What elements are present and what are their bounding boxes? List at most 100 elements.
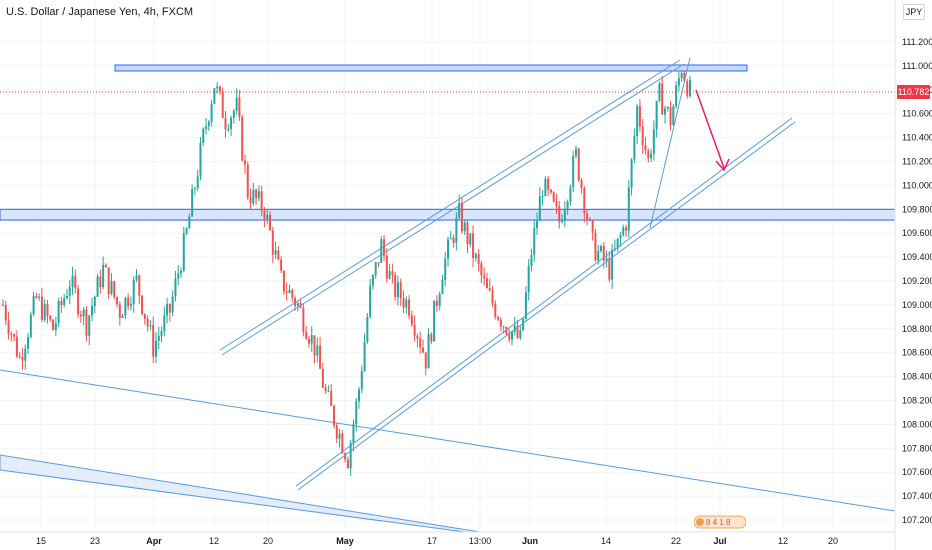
support-zone xyxy=(0,208,896,221)
candle-body xyxy=(152,325,155,357)
candle-body xyxy=(344,453,347,460)
candle-body xyxy=(13,334,16,337)
candle-body xyxy=(355,401,358,425)
y-tick-label: 107.600 xyxy=(902,467,932,477)
candle-body xyxy=(458,202,461,218)
candle-body xyxy=(177,273,180,279)
candle-body xyxy=(285,291,288,293)
candle-body xyxy=(510,331,513,340)
candle-body xyxy=(185,228,188,234)
candle-body xyxy=(680,72,683,79)
candle-body xyxy=(460,202,463,232)
candle-body xyxy=(224,117,227,130)
candle-body xyxy=(463,222,466,232)
candle-body xyxy=(508,334,511,340)
candle-body xyxy=(319,345,322,369)
candle-body xyxy=(658,83,661,101)
currency-button[interactable]: JPY xyxy=(903,4,925,20)
candle-body xyxy=(191,189,194,217)
candle-body xyxy=(141,295,144,314)
candle-body xyxy=(399,282,402,299)
candle-body xyxy=(402,298,405,308)
candle-body xyxy=(271,230,274,255)
candle-body xyxy=(193,188,196,190)
y-tick-label: 109.000 xyxy=(902,300,932,310)
x-tick-label: 12 xyxy=(209,536,219,546)
candle-body xyxy=(35,296,38,298)
candle-body xyxy=(79,314,82,317)
price-axis[interactable]: 111.200111.000110.800110.600110.400110.2… xyxy=(894,0,932,550)
chart-title: U.S. Dollar / Japanese Yen, 4h, FXCM xyxy=(6,6,194,18)
candle-body xyxy=(558,206,561,223)
candle-body xyxy=(246,164,249,198)
candle-body xyxy=(419,338,422,348)
candle-body xyxy=(524,292,527,319)
candle-body xyxy=(249,197,252,204)
steep-trend-line xyxy=(649,57,691,229)
candle-body xyxy=(60,300,63,306)
candle-body xyxy=(171,296,174,313)
candle-body xyxy=(363,341,366,372)
candle-body xyxy=(577,148,580,181)
candle-body xyxy=(338,433,341,439)
x-tick-label: 13:00 xyxy=(469,536,492,546)
candle-body xyxy=(358,389,361,402)
candle-body xyxy=(38,296,41,298)
candle-body xyxy=(135,275,138,280)
candle-body xyxy=(96,276,99,297)
candle-body xyxy=(485,278,488,289)
candle-body xyxy=(602,246,605,261)
y-tick-label: 109.400 xyxy=(902,252,932,262)
candle-body xyxy=(385,255,388,279)
x-tick-label: 23 xyxy=(90,536,100,546)
y-tick-label: 111.000 xyxy=(902,61,932,71)
candle-body xyxy=(241,116,244,161)
x-tick-label: Jun xyxy=(522,536,538,546)
candle-body xyxy=(180,270,183,274)
time-axis[interactable]: 15 23 Apr 12 20 May 17 13:00 Jun 14 22 Jul 12 20 xyxy=(0,531,895,546)
candle-body xyxy=(341,433,344,454)
candle-body xyxy=(235,97,238,111)
candle-body xyxy=(257,191,260,199)
candle-body xyxy=(561,220,564,223)
candle-body xyxy=(260,191,263,211)
candle-body xyxy=(547,178,550,190)
candle-body xyxy=(213,88,216,104)
candle-body xyxy=(324,387,327,392)
x-tick-label: 15 xyxy=(36,536,46,546)
candle-body xyxy=(408,299,411,316)
candle-body xyxy=(216,86,219,89)
candle-body xyxy=(202,128,205,143)
candle-body xyxy=(647,150,650,159)
candle-body xyxy=(107,267,110,294)
candle-body xyxy=(544,178,547,197)
candle-body xyxy=(616,238,619,249)
candle-body xyxy=(491,290,494,304)
candle-body xyxy=(210,103,213,122)
candle-body xyxy=(502,326,505,328)
candle-body xyxy=(661,83,664,115)
candle-body xyxy=(63,298,66,306)
last-price-tag: 110.782 xyxy=(897,84,930,99)
candle-body xyxy=(269,214,272,231)
candle-body xyxy=(672,106,675,126)
candle-body xyxy=(188,216,191,229)
candle-body xyxy=(641,126,644,146)
candle-body xyxy=(469,233,472,245)
candle-body xyxy=(497,317,500,320)
x-tick-label: 20 xyxy=(828,536,838,546)
candle-body xyxy=(619,235,622,239)
candle-body xyxy=(644,145,647,151)
candle-body xyxy=(638,105,641,127)
candle-body xyxy=(472,233,475,258)
candle-body xyxy=(71,275,74,288)
candle-body xyxy=(307,338,310,344)
x-tick-label: Apr xyxy=(146,536,162,546)
candle-body xyxy=(154,340,157,357)
y-tick-label: 109.600 xyxy=(902,228,932,238)
x-tick-label: 14 xyxy=(601,536,611,546)
tradingview-logo-icon: 8 4 1 8 xyxy=(694,515,746,529)
candle-body xyxy=(505,327,508,335)
candle-body xyxy=(380,239,383,263)
